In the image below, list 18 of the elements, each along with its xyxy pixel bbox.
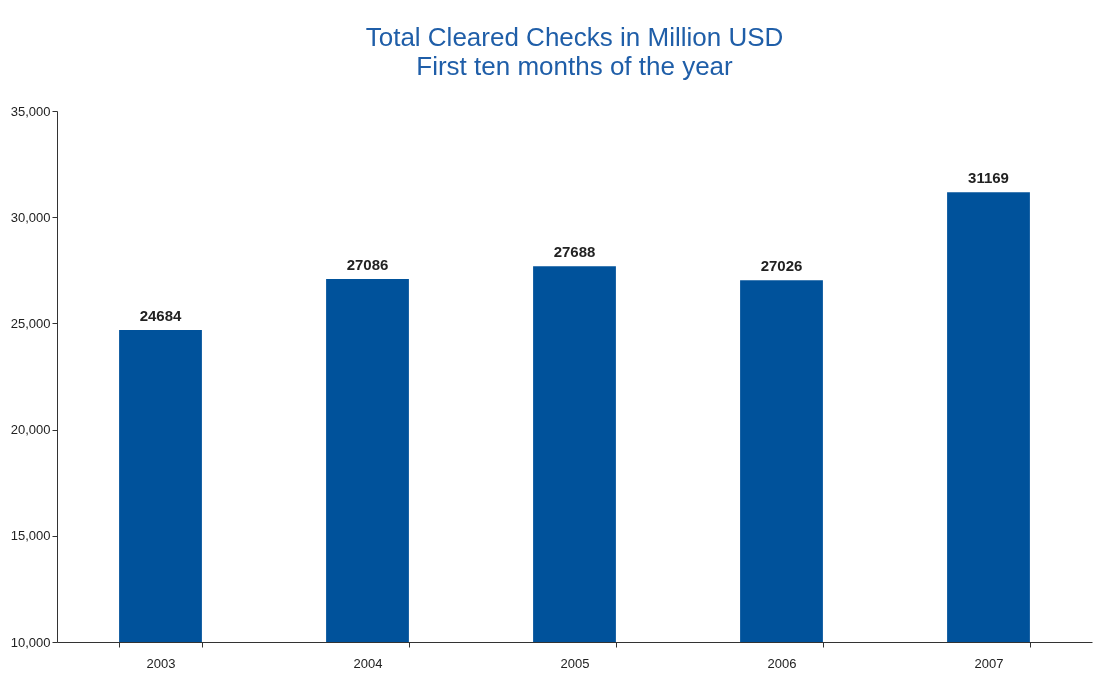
x-tick-label: 2007 xyxy=(974,655,1004,671)
data-label: 27086 xyxy=(346,256,389,274)
y-tick-label: 15,000 xyxy=(10,528,51,544)
y-tick-label: 25,000 xyxy=(10,315,51,331)
data-label: 24684 xyxy=(139,307,183,325)
data-label: 27026 xyxy=(760,257,803,275)
chart-subtitle: First ten months of the year xyxy=(416,51,734,81)
chart-title: Total Cleared Checks in Million USD xyxy=(365,22,784,52)
y-tick-label: 35,000 xyxy=(10,103,51,119)
data-label: 31169 xyxy=(968,169,1009,187)
x-tick-label: 2006 xyxy=(767,655,797,671)
y-tick-label: 10,000 xyxy=(10,634,51,650)
data-label: 27688 xyxy=(553,243,596,261)
y-tick-label: 30,000 xyxy=(10,209,51,225)
x-tick-label: 2004 xyxy=(353,655,383,671)
y-tick-label: 20,000 xyxy=(10,422,51,438)
x-tick-label: 2003 xyxy=(146,655,176,671)
x-tick-label: 2005 xyxy=(560,655,590,671)
